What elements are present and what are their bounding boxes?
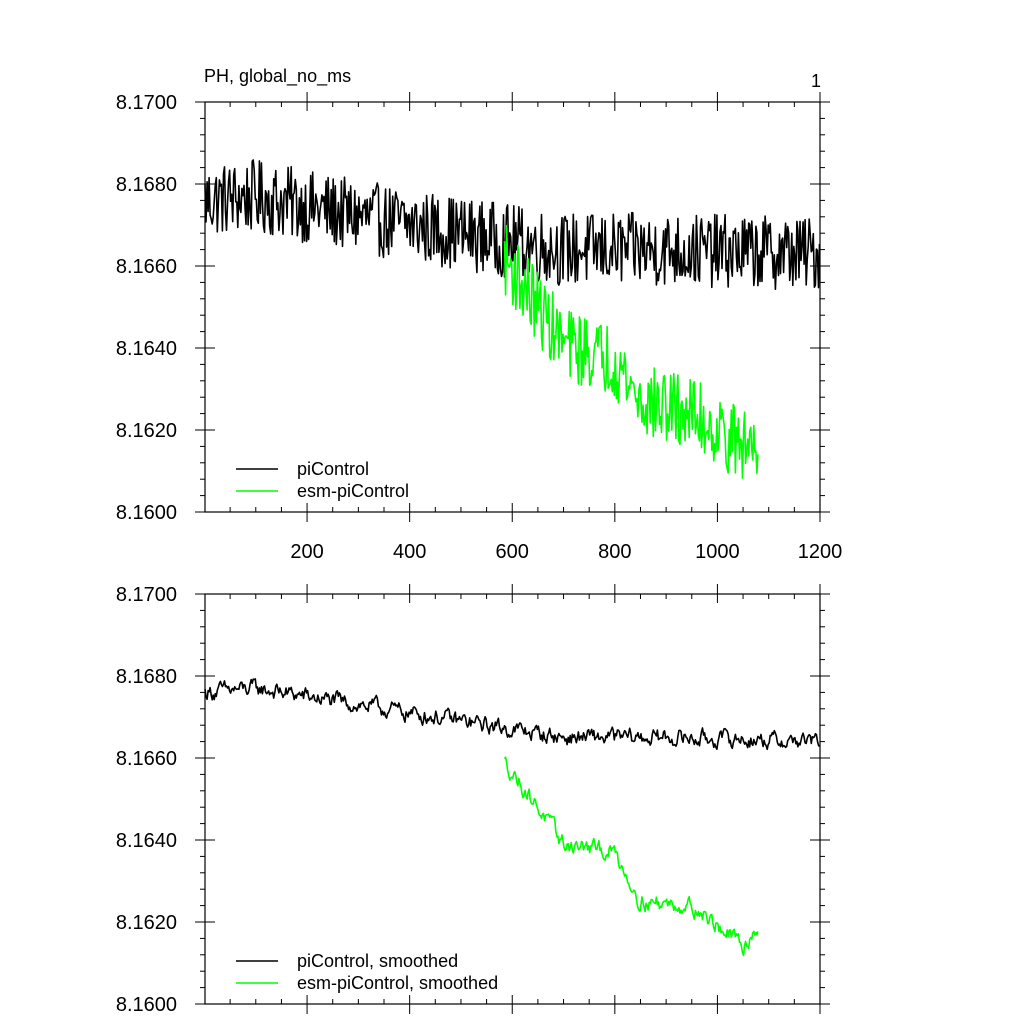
y-tick-label: 8.1640 (116, 338, 177, 360)
legend-label: esm-piControl (297, 481, 409, 501)
x-tick-label: 1000 (695, 541, 740, 563)
x-tick-label: 400 (393, 541, 426, 563)
series-line-esm-picontrol-smoothed (503, 756, 759, 957)
x-tick-label: 800 (598, 541, 631, 563)
top-panel: 200 400 600 800 1000 1200 8.1600 8.1620 8.1640 8.… (116, 92, 842, 563)
y-tick-label: 8.1660 (116, 256, 177, 278)
y-tick-label: 8.1640 (116, 830, 177, 852)
y-tick-label: 8.1700 (116, 584, 177, 606)
legend-label: esm-piControl, smoothed (297, 973, 498, 993)
y-tick-label: 8.1680 (116, 174, 177, 196)
y-tick-label: 8.1700 (116, 92, 177, 114)
y-tick-label: 8.1600 (116, 502, 177, 524)
x-tick-label: 200 (290, 541, 323, 563)
plot-frame (204, 101, 821, 513)
panel-number: 1 (811, 71, 821, 91)
legend-label: piControl (297, 459, 369, 479)
bottom-panel: 8.1600 8.1620 8.1640 8.1660 8.1680 8.1700 piCo… (116, 584, 830, 1016)
y-tick-label: 8.1620 (116, 420, 177, 442)
y-tick-label: 8.1620 (116, 912, 177, 934)
series-line-esm-picontrol (503, 224, 759, 479)
series-line-picontrol (204, 159, 821, 291)
chart-title: PH, global_no_ms (204, 66, 351, 87)
y-tick-label: 8.1600 (116, 994, 177, 1016)
y-tick-label: 8.1680 (116, 666, 177, 688)
x-tick-label: 600 (496, 541, 529, 563)
series-line-picontrol-smoothed (204, 678, 821, 751)
legend-label: piControl, smoothed (297, 951, 458, 971)
y-tick-label: 8.1660 (116, 748, 177, 770)
x-tick-label: 1200 (798, 541, 843, 563)
plot-frame (204, 593, 821, 1005)
